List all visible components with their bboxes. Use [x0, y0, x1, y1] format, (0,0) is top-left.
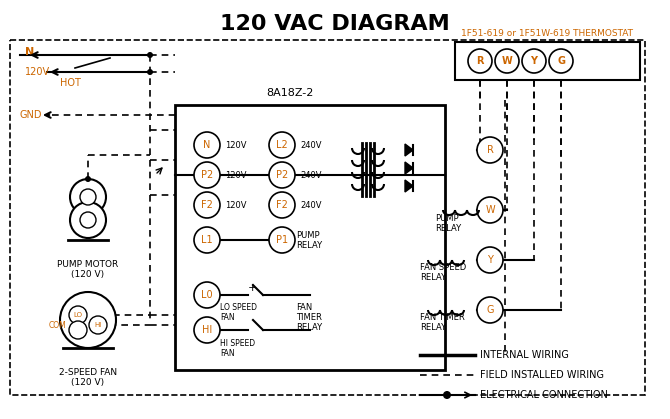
- Text: 120 VAC DIAGRAM: 120 VAC DIAGRAM: [220, 14, 450, 34]
- Circle shape: [80, 212, 96, 228]
- Circle shape: [549, 49, 573, 73]
- Polygon shape: [405, 180, 413, 192]
- Text: TIMER: TIMER: [296, 313, 322, 323]
- Text: W: W: [502, 56, 513, 66]
- Text: Y: Y: [531, 56, 537, 66]
- Text: GND: GND: [20, 110, 42, 120]
- Text: HOT: HOT: [60, 78, 81, 88]
- Text: 2-SPEED FAN
(120 V): 2-SPEED FAN (120 V): [59, 368, 117, 388]
- Text: R: R: [476, 56, 484, 66]
- FancyBboxPatch shape: [175, 105, 445, 370]
- Text: LO: LO: [74, 312, 82, 318]
- Circle shape: [194, 227, 220, 253]
- Text: P2: P2: [201, 170, 213, 180]
- Text: FAN TIMER: FAN TIMER: [420, 313, 465, 323]
- Circle shape: [468, 49, 492, 73]
- Circle shape: [80, 189, 96, 205]
- Text: FAN: FAN: [220, 349, 234, 357]
- Text: 1F51-619 or 1F51W-619 THERMOSTAT: 1F51-619 or 1F51W-619 THERMOSTAT: [461, 29, 633, 38]
- Circle shape: [69, 321, 87, 339]
- Text: FAN: FAN: [296, 303, 312, 313]
- Circle shape: [194, 317, 220, 343]
- Polygon shape: [405, 162, 413, 174]
- Circle shape: [70, 179, 106, 215]
- Circle shape: [495, 49, 519, 73]
- Text: L0: L0: [201, 290, 213, 300]
- Circle shape: [269, 192, 295, 218]
- Circle shape: [60, 292, 116, 348]
- Text: P1: P1: [276, 235, 288, 245]
- Circle shape: [522, 49, 546, 73]
- Text: FAN SPEED: FAN SPEED: [420, 264, 466, 272]
- Text: COM: COM: [48, 321, 66, 329]
- Text: RELAY: RELAY: [296, 241, 322, 249]
- Text: RELAY: RELAY: [296, 323, 322, 333]
- Text: PUMP MOTOR
(120 V): PUMP MOTOR (120 V): [58, 260, 119, 279]
- Text: +: +: [247, 283, 257, 293]
- Circle shape: [443, 391, 451, 399]
- Text: 240V: 240V: [300, 140, 322, 150]
- Circle shape: [194, 282, 220, 308]
- Text: RELAY: RELAY: [420, 323, 446, 333]
- Text: N: N: [25, 47, 34, 57]
- Text: INTERNAL WIRING: INTERNAL WIRING: [480, 350, 569, 360]
- Text: 120V: 120V: [25, 67, 50, 77]
- Circle shape: [477, 137, 503, 163]
- Text: N: N: [203, 140, 210, 150]
- Text: F2: F2: [276, 200, 288, 210]
- Text: PUMP: PUMP: [296, 230, 320, 240]
- Text: L1: L1: [201, 235, 213, 245]
- Circle shape: [194, 162, 220, 188]
- Text: L2: L2: [276, 140, 288, 150]
- Circle shape: [147, 69, 153, 75]
- Circle shape: [194, 132, 220, 158]
- Text: 120V: 120V: [225, 171, 247, 179]
- Text: FIELD INSTALLED WIRING: FIELD INSTALLED WIRING: [480, 370, 604, 380]
- Text: PUMP: PUMP: [435, 214, 459, 222]
- Text: LO SPEED: LO SPEED: [220, 303, 257, 313]
- Text: 120V: 120V: [225, 201, 247, 210]
- Circle shape: [194, 192, 220, 218]
- Text: G: G: [557, 56, 565, 66]
- Circle shape: [69, 306, 87, 324]
- Circle shape: [269, 132, 295, 158]
- Text: R: R: [486, 145, 493, 155]
- Text: Y: Y: [487, 255, 493, 265]
- Text: W: W: [485, 205, 495, 215]
- Text: 240V: 240V: [300, 201, 322, 210]
- Circle shape: [269, 162, 295, 188]
- Text: HI SPEED: HI SPEED: [220, 339, 255, 347]
- Text: HI: HI: [202, 325, 212, 335]
- Text: RELAY: RELAY: [420, 274, 446, 282]
- Text: 8A18Z-2: 8A18Z-2: [266, 88, 314, 98]
- FancyBboxPatch shape: [455, 42, 640, 80]
- Circle shape: [269, 227, 295, 253]
- Circle shape: [147, 52, 153, 58]
- Text: P2: P2: [276, 170, 288, 180]
- Circle shape: [477, 247, 503, 273]
- Text: RELAY: RELAY: [435, 223, 461, 233]
- Text: FAN: FAN: [220, 313, 234, 323]
- Text: 240V: 240V: [300, 171, 322, 179]
- Text: 120V: 120V: [225, 140, 247, 150]
- Circle shape: [477, 197, 503, 223]
- Text: G: G: [486, 305, 494, 315]
- Circle shape: [70, 202, 106, 238]
- Text: ELECTRICAL CONNECTION: ELECTRICAL CONNECTION: [480, 390, 608, 400]
- Circle shape: [89, 316, 107, 334]
- Circle shape: [477, 297, 503, 323]
- Polygon shape: [405, 144, 413, 156]
- Text: HI: HI: [94, 322, 102, 328]
- Circle shape: [85, 176, 91, 182]
- Text: F2: F2: [201, 200, 213, 210]
